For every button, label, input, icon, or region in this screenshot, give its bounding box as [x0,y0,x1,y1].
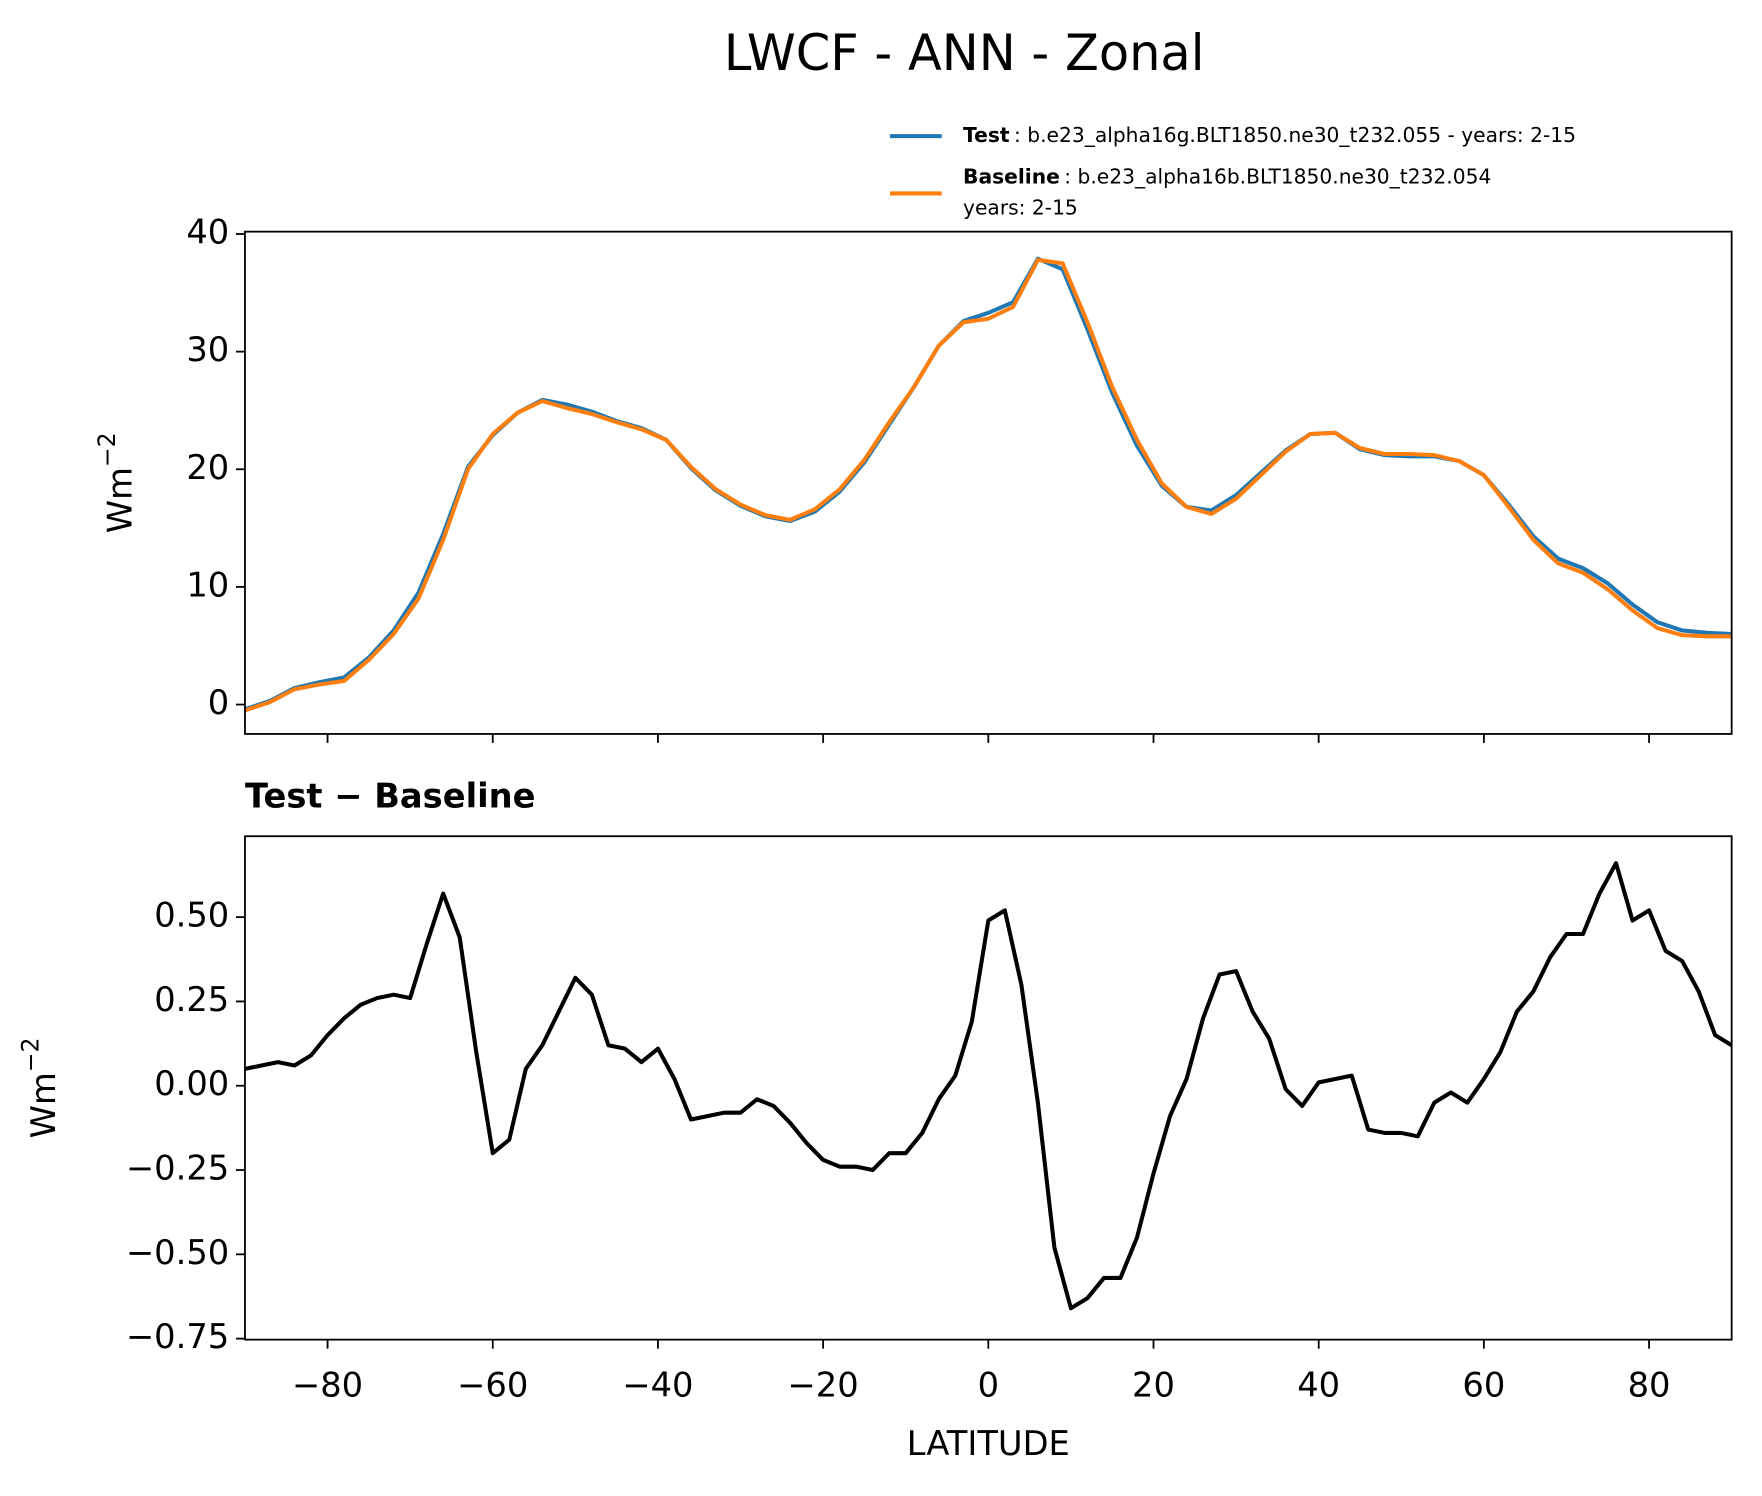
x-tick-label: −80 [292,1365,363,1404]
x-tick-label: 20 [1132,1365,1175,1404]
series-line [244,861,1732,1311]
legend-name: Test [963,123,1010,147]
y-axis-label-exponent: −2 [92,432,120,467]
y-tick-label: −0.75 [126,1317,229,1356]
legend-name: Baseline [963,164,1060,188]
y-tick-label: 40 [186,213,229,252]
panel-title: Test − Baseline [245,777,536,816]
y-axis-label: Wm−2 [16,1037,62,1138]
y-axis-label: Wm−2 [92,432,138,533]
series-line [244,256,1732,712]
x-tick-label: 40 [1297,1365,1340,1404]
x-axis-label: LATITUDE [907,1424,1070,1463]
y-tick-label: 10 [186,565,229,604]
legend-label: Test: b.e23_alpha16g.BLT1850.ne30_t232.0… [963,123,1576,147]
y-tick-label: −0.50 [126,1233,229,1272]
y-tick-label: 0.25 [154,980,229,1019]
y-tick-label: 0.50 [154,896,229,935]
plot-frame [244,230,1733,735]
plot-frame [244,835,1733,1341]
y-axis-label-unit: Wm [100,467,139,533]
y-tick-label: −0.25 [126,1149,229,1188]
y-tick-label: 0 [208,683,229,722]
legend-text: : b.e23_alpha16b.BLT1850.ne30_t232.054 [1064,164,1491,188]
x-tick-label: −40 [622,1365,693,1404]
series-line [244,257,1732,713]
x-tick-label: 60 [1462,1365,1505,1404]
y-axis-label-exponent: −2 [16,1037,44,1072]
x-tick-label: −60 [457,1365,528,1404]
legend-label: Baseline: b.e23_alpha16b.BLT1850.ne30_t2… [963,164,1491,188]
x-tick-label: 0 [978,1365,999,1404]
x-tick-label: −20 [788,1365,859,1404]
y-tick-label: 20 [186,448,229,487]
x-tick-label: 80 [1628,1365,1671,1404]
y-tick-label: 30 [186,330,229,369]
legend-text: : b.e23_alpha16g.BLT1850.ne30_t232.055 -… [1014,123,1576,147]
legend-label: years: 2-15 [963,196,1078,220]
y-tick-label: 0.00 [154,1064,229,1103]
chart-title: LWCF - ANN - Zonal [724,24,1205,82]
y-axis-label-unit: Wm [23,1072,62,1138]
